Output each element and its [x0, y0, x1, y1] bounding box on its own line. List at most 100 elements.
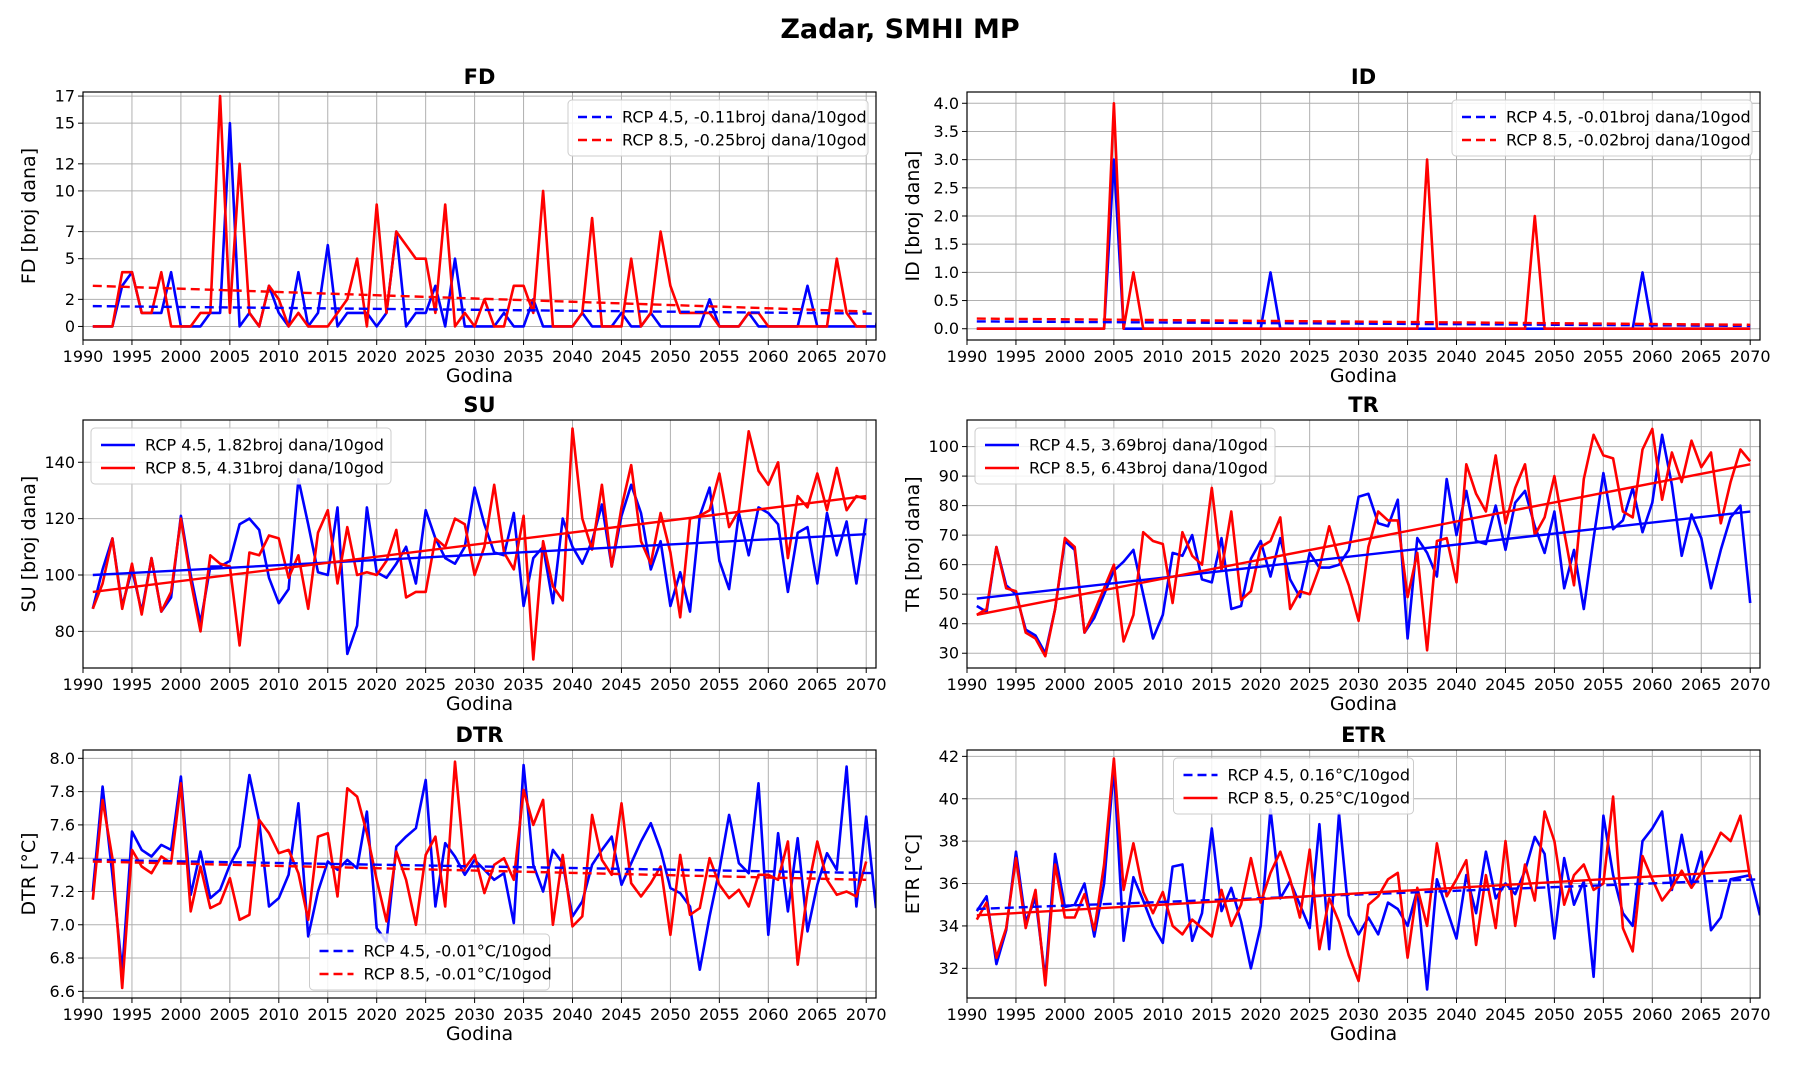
id-ytick-label: 0.5: [934, 291, 959, 310]
su-trend-rcp45: [92, 532, 867, 577]
dtr-xtick-label: 2025: [405, 1005, 446, 1024]
fd-xtick-label: 2005: [209, 347, 250, 366]
dtr-xtick-label: 2035: [503, 1005, 544, 1024]
etr-data: [975, 757, 1760, 991]
su-ytick-label: 140: [44, 453, 75, 472]
tr-ytick-label: 100: [928, 437, 959, 456]
fd-ytick-label: 17: [55, 87, 75, 106]
dtr-legend-box: [309, 933, 550, 991]
fd-ytick-label: 12: [55, 154, 75, 173]
su-legend-label: RCP 4.5, 1.82broj dana/10god: [145, 436, 384, 455]
id-trend-rcp45: [976, 320, 1751, 328]
tr-ytick-label: 30: [939, 644, 959, 663]
tr-xtick-label: 2030: [1338, 675, 1379, 694]
id-ytick-label: 3.0: [934, 150, 959, 169]
tr-xtick-label: 2000: [1045, 675, 1086, 694]
tr-xtick-label: 2050: [1534, 675, 1575, 694]
fd-xtick-label: 1995: [112, 347, 153, 366]
id-trend-rcp85: [976, 317, 1751, 326]
id-xtick-label: 2005: [1093, 347, 1134, 366]
tr-xtick-label: 2045: [1485, 675, 1526, 694]
id-ylabel: ID [broj dana]: [902, 151, 924, 282]
su-legend-label: RCP 8.5, 4.31broj dana/10god: [145, 459, 384, 478]
tr-ytick-label: 40: [939, 614, 959, 633]
tr-ytick-label: 50: [939, 585, 959, 604]
etr-xtick-label: 1990: [947, 1005, 988, 1024]
tr-ytick-label: 60: [939, 555, 959, 574]
id-xtick-label: 2045: [1485, 347, 1526, 366]
id-xtick-label: 2025: [1289, 347, 1330, 366]
etr-legend-label: RCP 8.5, 0.25°C/10god: [1228, 789, 1411, 808]
fd-xlabel: Godina: [446, 365, 513, 387]
fd-data: [92, 94, 876, 328]
figure-title: Zadar, SMHI MP: [780, 14, 1020, 45]
fd-xtick-label: 2020: [356, 347, 397, 366]
id-xtick-label: 2000: [1045, 347, 1086, 366]
fd-trend-rcp45: [92, 304, 876, 315]
fd-xtick-label: 1990: [63, 347, 104, 366]
dtr-xtick-label: 2005: [209, 1005, 250, 1024]
tr-xtick-label: 2005: [1093, 675, 1134, 694]
fd-legend-label: RCP 8.5, -0.25broj dana/10god: [622, 131, 867, 150]
tr-xtick-label: 2035: [1387, 675, 1428, 694]
id-legend-label: RCP 8.5, -0.02broj dana/10god: [1506, 131, 1751, 150]
id-xlabel: Godina: [1330, 365, 1397, 387]
id-xtick-label: 2050: [1534, 347, 1575, 366]
id-frame: [966, 91, 1761, 341]
fd-xtick-label: 2035: [503, 347, 544, 366]
fd-legend-label: RCP 4.5, -0.11broj dana/10god: [622, 108, 867, 127]
su-data: [91, 427, 868, 661]
dtr-xtick-label: 2015: [307, 1005, 348, 1024]
fd-series-rcp45: [92, 121, 876, 328]
id-legend-label: RCP 4.5, -0.01broj dana/10god: [1506, 108, 1751, 127]
tr-ylabel: TR [broj dana]: [902, 476, 924, 612]
dtr-xtick-label: 2040: [552, 1005, 593, 1024]
su-xtick-label: 2005: [209, 675, 250, 694]
su-legend-box: [90, 427, 392, 485]
id-xtick-label: 1995: [996, 347, 1037, 366]
fd-ytick-label: 5: [65, 249, 75, 268]
fd-legend-box: [567, 99, 869, 157]
tr-xtick-label: 1995: [996, 675, 1037, 694]
etr-ytick-label: 38: [939, 832, 959, 851]
etr-xtick-label: 2020: [1240, 1005, 1281, 1024]
su-ytick-label: 80: [55, 622, 75, 641]
id-panel: ID 1990 1995 2000 2005 2010 2015 2020 2025 2030 20…: [902, 65, 1771, 387]
dtr-xtick-label: 2045: [601, 1005, 642, 1024]
id-xtick-label: 2020: [1240, 347, 1281, 366]
fd-frame: [82, 91, 877, 341]
id-xtick-label: 2015: [1191, 347, 1232, 366]
fd-ytick-label: 7: [65, 222, 75, 241]
dtr-xtick-label: 2055: [699, 1005, 740, 1024]
id-series-rcp85: [976, 102, 1751, 331]
fd-ylabel: FD [broj dana]: [18, 148, 40, 284]
fd-xtick-label: 2030: [454, 347, 495, 366]
fd-xtick-label: 2055: [699, 347, 740, 366]
etr-ylabel: ETR [°C]: [902, 834, 924, 914]
fd-ytick-label: 0: [65, 317, 75, 336]
fd-xtick-label: 2010: [258, 347, 299, 366]
id-xtick-label: 2040: [1436, 347, 1477, 366]
tr-panel: TR 1990 1995 2000 2005 2010 2015 2020 2025 2030 20…: [902, 393, 1771, 715]
etr-legend-box: [1173, 757, 1414, 815]
etr-xtick-label: 2030: [1338, 1005, 1379, 1024]
fd-xtick-label: 2000: [161, 347, 202, 366]
etr-series-rcp45: [975, 765, 1760, 991]
tr-xlabel: Godina: [1330, 693, 1397, 715]
dtr-trend-rcp85: [92, 860, 867, 882]
etr-xtick-label: 2055: [1583, 1005, 1624, 1024]
fd-xtick-label: 2045: [601, 347, 642, 366]
su-ytick-label: 120: [44, 509, 75, 528]
fd-title: FD: [464, 65, 496, 89]
id-ytick-label: 0.0: [934, 319, 959, 338]
su-ytick-label: 100: [44, 566, 75, 585]
etr-xtick-label: 2000: [1045, 1005, 1086, 1024]
etr-title: ETR: [1341, 723, 1386, 747]
tr-xtick-label: 2065: [1681, 675, 1722, 694]
tr-legend-label: RCP 8.5, 6.43broj dana/10god: [1029, 459, 1268, 478]
id-ytick-label: 4.0: [934, 94, 959, 113]
dtr-legend: RCP 4.5, -0.01°C/10god RCP 8.5, -0.01°C/1…: [309, 933, 552, 991]
etr-ytick-label: 36: [939, 874, 959, 893]
su-ylabel: SU [broj dana]: [18, 476, 40, 613]
